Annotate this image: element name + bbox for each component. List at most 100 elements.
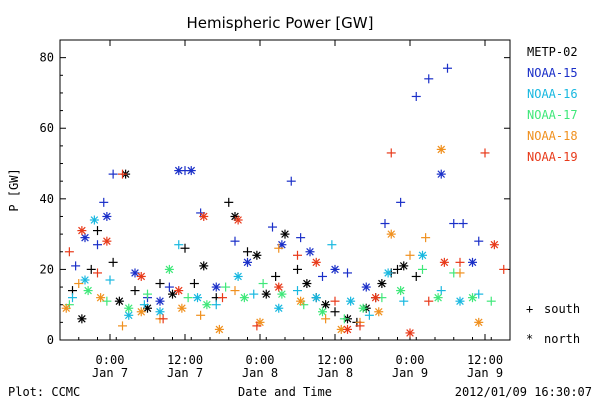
data-point-north	[433, 293, 443, 303]
x-tick-label-date: Jan 7	[167, 366, 203, 380]
data-point-south	[183, 293, 193, 303]
data-point-north	[436, 144, 446, 154]
data-point-north	[130, 268, 140, 278]
data-point-north	[168, 289, 177, 299]
x-tick-label-time: 12:00	[167, 353, 203, 367]
data-point-south	[99, 197, 109, 207]
data-point-south	[293, 264, 302, 274]
data-point-north	[361, 282, 371, 292]
data-point-north	[418, 250, 427, 260]
data-point-north	[302, 279, 312, 289]
data-point-north	[211, 282, 221, 292]
data-point-south	[108, 169, 118, 179]
data-point-north	[468, 257, 477, 267]
legend-entry: NOAA-18	[527, 129, 578, 143]
data-point-south	[424, 74, 434, 84]
data-point-south	[443, 63, 452, 73]
data-point-south	[449, 219, 459, 229]
data-point-north	[252, 250, 262, 260]
data-point-north	[396, 286, 406, 296]
data-point-north	[177, 303, 187, 313]
data-point-north	[436, 169, 446, 179]
data-point-north	[77, 314, 87, 324]
data-point-south	[224, 197, 234, 207]
data-point-south	[330, 296, 340, 306]
x-tick-label-date: Jan 9	[467, 366, 503, 380]
data-point-south	[474, 289, 484, 299]
data-point-north	[280, 229, 290, 239]
north-marker-symbol: *	[526, 332, 533, 346]
data-point-south	[130, 286, 140, 296]
data-point-north	[89, 215, 99, 225]
data-point-south	[258, 279, 268, 289]
y-tick-label: 40	[40, 192, 54, 206]
data-point-north	[233, 271, 243, 281]
data-point-north	[164, 264, 174, 274]
data-point-south	[286, 176, 296, 186]
data-point-south	[486, 296, 496, 306]
data-point-north	[214, 324, 224, 334]
data-point-north	[136, 271, 146, 281]
data-point-south	[71, 261, 81, 271]
data-point-north	[489, 240, 499, 250]
data-point-south	[321, 314, 331, 324]
data-point-north	[439, 257, 449, 267]
data-point-north	[468, 293, 477, 303]
data-point-south	[271, 271, 281, 281]
data-point-north	[261, 289, 271, 299]
data-point-north	[399, 261, 409, 271]
data-point-south	[480, 148, 490, 158]
data-point-north	[386, 229, 396, 239]
data-point-north	[346, 296, 356, 306]
data-point-north	[61, 303, 71, 313]
data-point-north	[102, 236, 112, 246]
legend-entry: NOAA-16	[527, 87, 578, 101]
data-point-north	[243, 257, 252, 267]
data-point-north	[199, 211, 209, 221]
data-point-south	[343, 268, 352, 278]
data-point-south	[364, 310, 374, 320]
data-point-north	[455, 296, 465, 306]
north-marker-label: north	[544, 332, 580, 346]
x-tick-label-date: Jan 7	[92, 366, 128, 380]
plot-credit: Plot: CCMC	[8, 385, 80, 399]
legend-entry: NOAA-15	[527, 66, 578, 80]
data-point-north	[136, 307, 146, 317]
data-point-south	[393, 264, 402, 274]
data-point-south	[455, 268, 465, 278]
data-point-south	[474, 236, 484, 246]
data-point-south	[249, 289, 259, 299]
data-point-south	[274, 243, 284, 253]
y-tick-label: 0	[47, 333, 54, 347]
data-point-south	[189, 279, 199, 289]
data-point-south	[499, 264, 509, 274]
data-point-south	[421, 233, 431, 243]
data-point-north	[305, 247, 315, 257]
data-points	[61, 63, 509, 338]
data-point-north	[318, 307, 327, 317]
data-point-north	[321, 300, 331, 310]
data-point-south	[164, 282, 174, 292]
x-tick-label-time: 12:00	[467, 353, 503, 367]
data-point-north	[274, 303, 284, 313]
data-point-north	[311, 257, 321, 267]
data-point-south	[252, 321, 262, 331]
data-point-north	[186, 166, 196, 176]
data-point-south	[296, 233, 306, 243]
data-point-south	[339, 314, 349, 324]
data-point-south	[230, 236, 240, 246]
data-point-south	[327, 240, 337, 250]
x-tick-label-time: 12:00	[317, 353, 353, 367]
data-point-south	[102, 296, 112, 306]
data-point-north	[474, 317, 484, 327]
south-marker-label: south	[544, 302, 580, 316]
data-point-north	[383, 268, 393, 278]
data-point-south	[318, 271, 327, 281]
plot-timestamp: 2012/01/09 16:30:07	[455, 385, 592, 399]
data-point-south	[68, 293, 77, 303]
data-point-south	[180, 243, 190, 253]
data-point-south	[211, 300, 221, 310]
data-point-south	[118, 321, 127, 331]
